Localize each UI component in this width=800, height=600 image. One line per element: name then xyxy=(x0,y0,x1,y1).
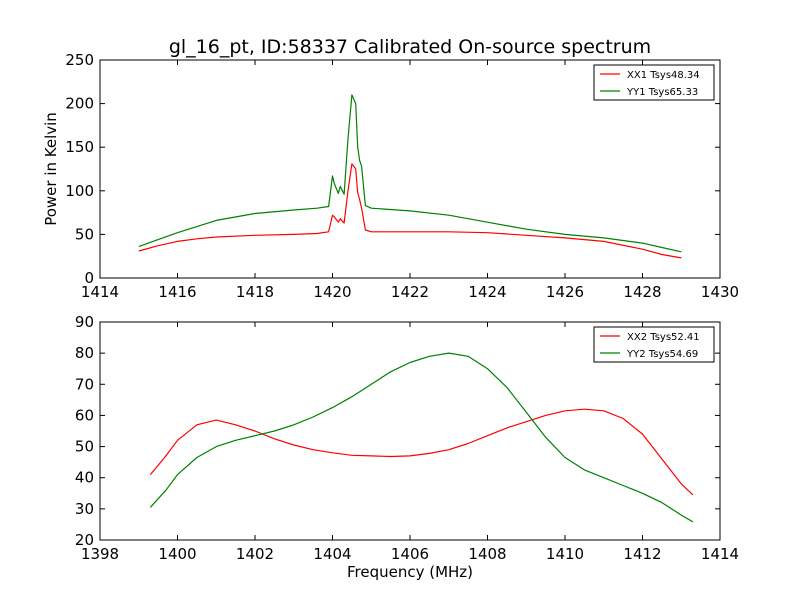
top-legend-label-1: XX1 Tsys48.34 xyxy=(627,70,700,81)
top-legend-label-2: YY1 Tsys65.33 xyxy=(626,87,698,98)
bottom-series-line-2 xyxy=(149,352,694,523)
top-x-tick-label: 1420 xyxy=(313,283,351,301)
top-series-line-1 xyxy=(138,163,682,259)
top-x-tick-label: 1416 xyxy=(158,283,196,301)
top-x-tick-label: 1414 xyxy=(81,283,119,301)
top-y-tick-label: 0 xyxy=(84,269,94,287)
top-y-tick-label: 150 xyxy=(65,138,94,156)
bottom-y-tick-label: 70 xyxy=(75,375,94,393)
chart-title: gl_16_pt, ID:58337 Calibrated On-source … xyxy=(169,36,651,58)
bottom-x-tick-label: 1410 xyxy=(546,545,584,563)
bottom-legend-box xyxy=(593,326,715,363)
top-y-axis-label: Power in Kelvin xyxy=(42,112,60,226)
bottom-series-line-1 xyxy=(149,408,694,496)
bottom-legend-label-1: XX2 Tsys52.41 xyxy=(627,332,700,343)
bottom-y-tick-label: 40 xyxy=(75,469,94,487)
top-x-tick-label: 1424 xyxy=(468,283,506,301)
bottom-x-tick-label: 1414 xyxy=(701,545,739,563)
bottom-y-tick-label: 30 xyxy=(75,500,94,518)
top-x-tick-label: 1430 xyxy=(701,283,739,301)
top-x-tick-label: 1418 xyxy=(236,283,274,301)
top-y-tick-label: 50 xyxy=(75,225,94,243)
bottom-y-tick-label: 80 xyxy=(75,344,94,362)
bottom-panel: 1398 1400 1402 1404 1406 1408 1410 1412 1414 20 30… xyxy=(75,313,739,563)
top-series-line-2 xyxy=(138,94,682,253)
bottom-x-tick-label: 1406 xyxy=(391,545,429,563)
top-x-tick-label: 1426 xyxy=(546,283,584,301)
bottom-x-tick-label: 1412 xyxy=(623,545,661,563)
bottom-y-tick-label: 90 xyxy=(75,313,94,331)
top-panel: 1414 1416 1418 1420 1422 1424 1426 1428 1430 0 50 1… xyxy=(65,51,739,301)
bottom-y-tick-label: 50 xyxy=(75,438,94,456)
bottom-x-tick-label: 1404 xyxy=(313,545,351,563)
bottom-y-tick-label: 20 xyxy=(75,531,94,549)
top-y-tick-label: 250 xyxy=(65,51,94,69)
bottom-x-tick-label: 1402 xyxy=(236,545,274,563)
bottom-x-tick-label: 1408 xyxy=(468,545,506,563)
top-y-tick-label: 200 xyxy=(65,95,94,113)
bottom-x-tick-label: 1400 xyxy=(158,545,196,563)
bottom-y-tick-label: 60 xyxy=(75,406,94,424)
top-y-tick-label: 100 xyxy=(65,182,94,200)
top-x-tick-label: 1422 xyxy=(391,283,429,301)
bottom-x-tick-label: 1398 xyxy=(81,545,119,563)
bottom-legend-label-2: YY2 Tsys54.69 xyxy=(626,349,698,360)
bottom-x-axis-label: Frequency (MHz) xyxy=(347,563,473,581)
top-x-tick-label: 1428 xyxy=(623,283,661,301)
top-legend-box xyxy=(593,64,715,101)
